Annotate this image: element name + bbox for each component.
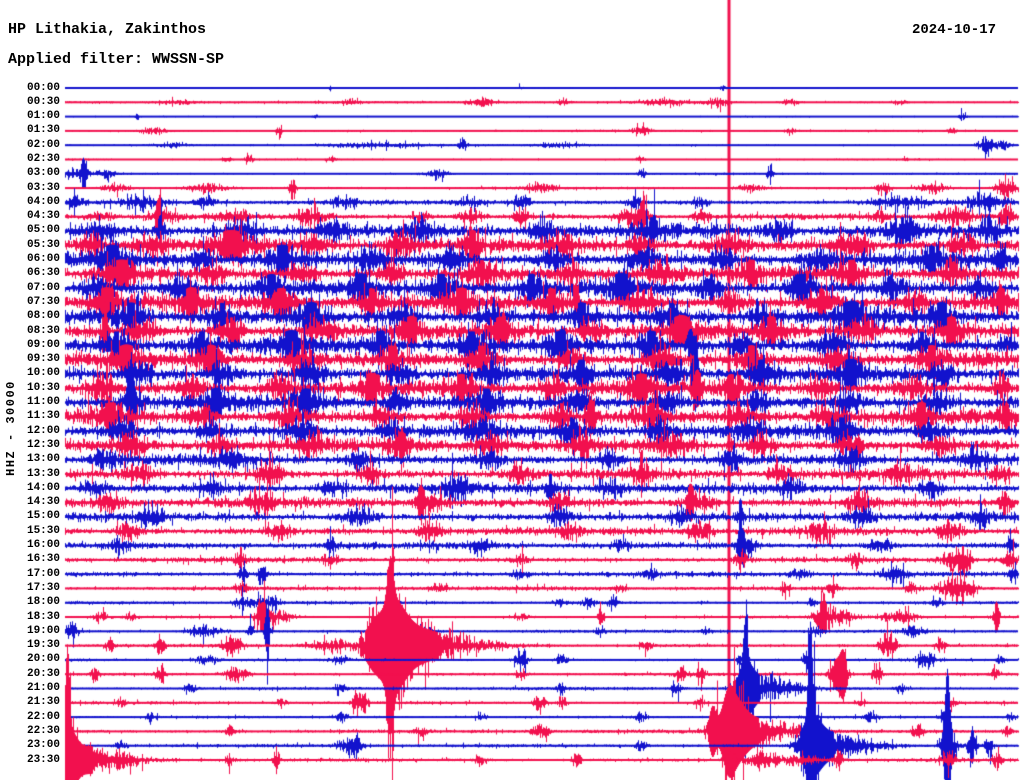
time-label: 16:30 <box>26 553 60 566</box>
time-label: 10:00 <box>26 367 60 380</box>
time-label: 07:00 <box>26 281 60 294</box>
time-label: 02:00 <box>26 138 60 151</box>
time-label: 08:30 <box>26 324 60 337</box>
time-label: 15:30 <box>26 524 60 537</box>
time-label: 00:00 <box>26 81 60 94</box>
time-label: 17:00 <box>26 567 60 580</box>
time-label: 09:30 <box>26 353 60 366</box>
time-label: 18:00 <box>26 596 60 609</box>
time-label: 06:00 <box>26 253 60 266</box>
time-label: 10:30 <box>26 381 60 394</box>
time-label: 14:30 <box>26 496 60 509</box>
time-label: 13:30 <box>26 467 60 480</box>
time-label: 11:30 <box>26 410 60 423</box>
time-label: 23:30 <box>26 753 60 766</box>
time-label: 05:00 <box>26 224 60 237</box>
time-label: 20:30 <box>26 667 60 680</box>
time-label: 09:00 <box>26 338 60 351</box>
time-label: 15:00 <box>26 510 60 523</box>
time-label: 03:00 <box>26 167 60 180</box>
time-label: 23:00 <box>26 739 60 752</box>
time-label: 00:30 <box>26 95 60 108</box>
time-label: 12:30 <box>26 438 60 451</box>
time-label: 18:30 <box>26 610 60 623</box>
time-label: 02:30 <box>26 152 60 165</box>
time-label: 01:00 <box>26 110 60 123</box>
time-label: 21:30 <box>26 696 60 709</box>
time-label: 20:00 <box>26 653 60 666</box>
time-label: 01:30 <box>26 124 60 137</box>
time-label: 16:00 <box>26 539 60 552</box>
time-label: 14:00 <box>26 481 60 494</box>
time-label: 19:00 <box>26 624 60 637</box>
time-label: 13:00 <box>26 453 60 466</box>
time-label: 21:00 <box>26 682 60 695</box>
time-label: 12:00 <box>26 424 60 437</box>
time-label: 19:30 <box>26 639 60 652</box>
time-label: 22:30 <box>26 724 60 737</box>
time-label: 11:00 <box>26 396 60 409</box>
time-label: 08:00 <box>26 310 60 323</box>
time-label: 04:00 <box>26 195 60 208</box>
time-label: 05:30 <box>26 238 60 251</box>
time-label: 04:30 <box>26 210 60 223</box>
time-label: 22:00 <box>26 710 60 723</box>
time-label: 17:30 <box>26 581 60 594</box>
time-label: 06:30 <box>26 267 60 280</box>
time-label: 07:30 <box>26 295 60 308</box>
time-label: 03:30 <box>26 181 60 194</box>
